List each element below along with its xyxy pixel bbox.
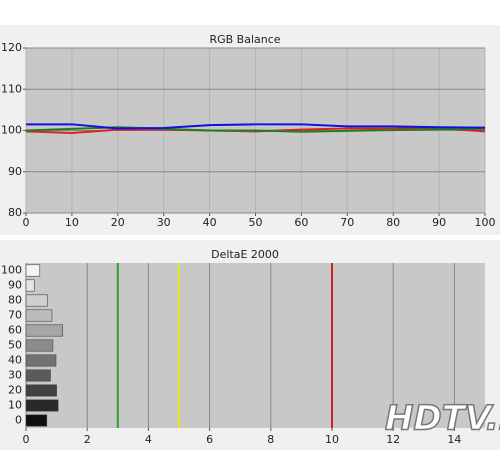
bar — [25, 369, 51, 382]
x-tick-label: 100 — [475, 216, 496, 229]
x-tick-label: 8 — [267, 433, 274, 446]
x-tick-label: 40 — [203, 216, 217, 229]
y-tick-label: 50 — [8, 339, 22, 352]
y-tick-label: 110 — [1, 82, 22, 95]
line-series — [26, 123, 486, 130]
bar — [25, 309, 53, 322]
bar — [25, 399, 59, 412]
x-tick-label: 0 — [23, 433, 30, 446]
watermark: HDTV.RU — [385, 399, 500, 439]
x-tick-label: 4 — [145, 433, 152, 446]
bar — [25, 264, 41, 277]
x-tick-label: 12 — [386, 433, 400, 446]
plot-area — [26, 263, 485, 428]
y-tick-label: 70 — [8, 309, 22, 322]
y-tick-label: 90 — [8, 279, 22, 292]
chart-title: RGB Balance — [209, 33, 280, 46]
y-tick-label: 80 — [8, 206, 22, 219]
y-tick-label: 10 — [8, 399, 22, 412]
x-tick-label: 2 — [84, 433, 91, 446]
y-tick-label: 60 — [8, 324, 22, 337]
bar — [25, 384, 57, 397]
y-tick-label: 80 — [8, 294, 22, 307]
y-tick-label: 120 — [1, 41, 22, 54]
x-tick-label: 0 — [23, 216, 30, 229]
x-tick-label: 10 — [65, 216, 79, 229]
x-tick-label: 20 — [111, 216, 125, 229]
bar — [25, 414, 48, 427]
bar — [25, 279, 35, 292]
y-tick-label: 20 — [8, 384, 22, 397]
y-tick-label: 0 — [15, 414, 22, 427]
y-tick-label: 100 — [1, 124, 22, 137]
y-tick-label: 40 — [8, 354, 22, 367]
bar — [25, 339, 54, 352]
bar — [25, 294, 48, 307]
x-tick-label: 10 — [325, 433, 339, 446]
x-tick-label: 6 — [206, 433, 213, 446]
x-tick-label: 50 — [249, 216, 263, 229]
x-tick-label: 70 — [340, 216, 354, 229]
bar — [25, 354, 57, 367]
y-tick-label: 30 — [8, 369, 22, 382]
chart-title: DeltaE 2000 — [211, 248, 279, 261]
x-tick-label: 14 — [447, 433, 461, 446]
x-tick-label: 80 — [386, 216, 400, 229]
x-tick-label: 30 — [157, 216, 171, 229]
y-tick-label: 100 — [1, 264, 22, 277]
y-tick-label: 90 — [8, 165, 22, 178]
bar — [25, 324, 64, 337]
x-tick-label: 90 — [432, 216, 446, 229]
x-tick-label: 60 — [294, 216, 308, 229]
